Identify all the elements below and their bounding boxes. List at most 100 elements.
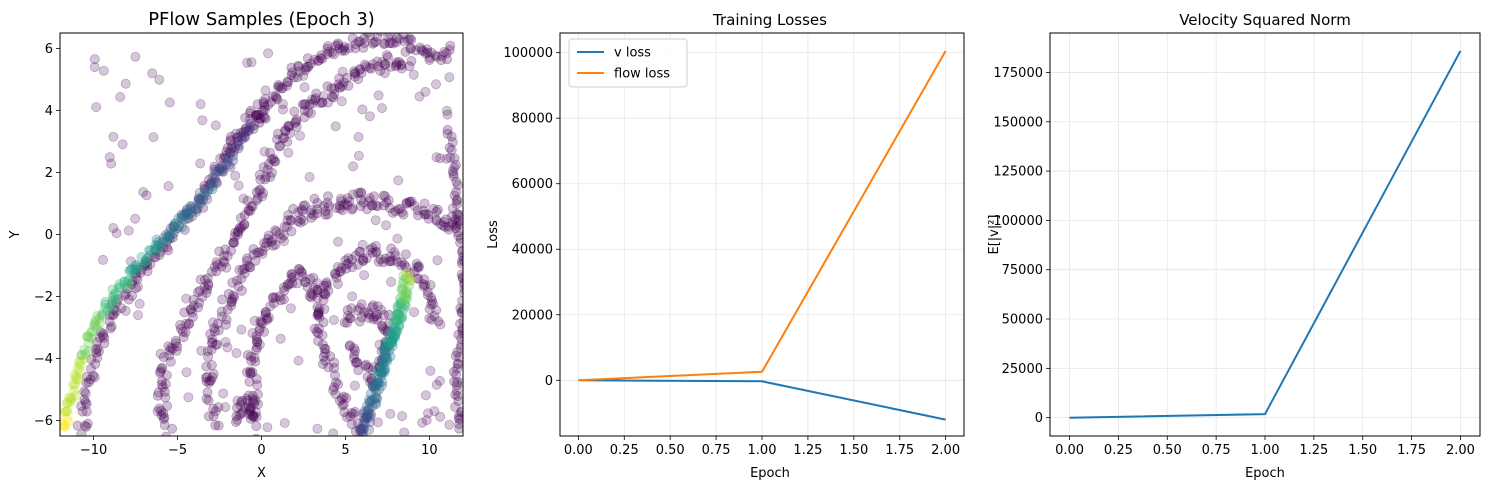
sample-point xyxy=(381,353,392,364)
sample-point xyxy=(183,209,194,220)
sample-point xyxy=(441,153,452,164)
sample-point xyxy=(90,317,101,328)
sample-point xyxy=(303,107,314,118)
sample-point xyxy=(329,268,340,279)
sample-point xyxy=(262,314,273,325)
sample-point xyxy=(390,316,401,327)
sample-point xyxy=(404,271,415,282)
sample-point xyxy=(371,366,382,377)
sample-point xyxy=(203,280,214,291)
sample-point xyxy=(452,377,463,388)
sample-point xyxy=(305,273,316,284)
sample-point xyxy=(430,50,441,61)
sample-point xyxy=(365,377,376,388)
sample-point xyxy=(250,255,261,266)
sample-point xyxy=(355,201,366,212)
sample-point xyxy=(155,246,166,257)
sample-point xyxy=(335,193,346,204)
sample-point xyxy=(257,105,268,116)
sample-point xyxy=(435,219,446,230)
sample-point xyxy=(236,397,247,408)
sample-point xyxy=(435,411,446,422)
sample-point xyxy=(387,337,398,348)
sample-point xyxy=(182,204,193,215)
sample-point xyxy=(397,411,408,422)
sample-point xyxy=(326,83,337,94)
sample-point xyxy=(222,156,233,167)
sample-point xyxy=(383,340,394,351)
sample-point xyxy=(380,325,391,336)
sample-point xyxy=(94,318,105,329)
sample-point xyxy=(353,131,364,142)
sample-point xyxy=(379,342,390,353)
sample-point xyxy=(360,434,368,436)
sample-point xyxy=(311,88,322,99)
sample-point xyxy=(251,337,262,348)
sample-point xyxy=(247,411,258,422)
sample-point xyxy=(352,259,363,270)
sample-point xyxy=(260,93,271,104)
sample-point xyxy=(378,309,389,320)
sample-point xyxy=(254,117,265,128)
sample-point xyxy=(338,43,349,54)
legend-label-flow-loss: flow loss xyxy=(614,67,670,82)
x-tick-label: 0.50 xyxy=(656,443,685,458)
sample-point xyxy=(285,303,296,314)
sample-point xyxy=(362,33,373,38)
sample-point xyxy=(254,247,265,258)
sample-point xyxy=(180,327,191,338)
sample-point xyxy=(312,198,323,209)
sample-point xyxy=(348,161,359,172)
sample-point xyxy=(181,318,192,329)
sample-point xyxy=(293,263,304,274)
sample-point xyxy=(192,287,203,298)
sample-point xyxy=(404,197,415,208)
sample-point xyxy=(165,223,176,234)
sample-point xyxy=(347,203,358,214)
sample-point xyxy=(376,355,387,366)
sample-point xyxy=(131,264,142,275)
sample-point xyxy=(181,206,192,217)
sample-point xyxy=(258,187,269,198)
sample-point xyxy=(260,171,271,182)
sample-point xyxy=(225,147,236,158)
sample-point xyxy=(147,68,158,79)
sample-point xyxy=(383,33,394,42)
sample-point xyxy=(102,305,113,316)
sample-point xyxy=(450,350,461,361)
sample-point xyxy=(328,314,339,325)
sample-point xyxy=(244,376,255,387)
sample-point xyxy=(202,284,213,295)
sample-point xyxy=(81,421,92,432)
sample-point xyxy=(88,320,99,331)
sample-point xyxy=(299,105,310,116)
sample-point xyxy=(153,387,164,398)
sample-point xyxy=(152,390,163,401)
sample-point xyxy=(367,394,378,405)
sample-point xyxy=(298,200,309,211)
sample-point xyxy=(286,273,297,284)
sample-point xyxy=(288,203,299,214)
sample-point xyxy=(212,339,223,350)
sample-point xyxy=(365,388,376,399)
sample-point xyxy=(426,314,437,325)
sample-point xyxy=(321,280,332,291)
sample-point xyxy=(129,268,140,279)
sample-point xyxy=(385,33,396,40)
sample-point xyxy=(457,258,463,269)
sample-point xyxy=(425,365,436,376)
sample-point xyxy=(126,264,137,275)
sample-point xyxy=(104,302,115,313)
sample-point xyxy=(362,307,373,318)
sample-point xyxy=(404,275,415,286)
sample-point xyxy=(186,201,197,212)
sample-point xyxy=(367,381,378,392)
sample-point xyxy=(283,209,294,220)
sample-point xyxy=(142,266,153,277)
sample-point xyxy=(310,93,321,104)
sample-point xyxy=(444,45,455,56)
sample-point xyxy=(265,301,276,312)
sample-point xyxy=(376,380,387,391)
sample-point xyxy=(231,402,242,413)
sample-point xyxy=(363,403,374,414)
